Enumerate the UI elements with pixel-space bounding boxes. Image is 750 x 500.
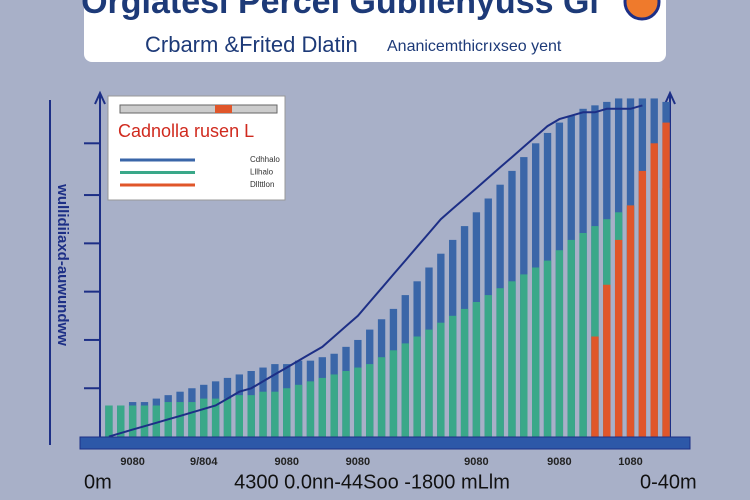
bar (128, 405, 137, 440)
bar (117, 405, 125, 440)
bar (211, 398, 220, 440)
x-left-label: 0m (84, 471, 112, 493)
bar (389, 350, 398, 440)
x-axis-label: 4300 0.0nn-44Soo -1800 mLlm (234, 471, 510, 493)
bar (662, 122, 670, 440)
bar (354, 367, 362, 440)
bar (496, 288, 504, 440)
trend-line (108, 104, 643, 438)
bar (318, 377, 326, 440)
y-axis-arrow (94, 90, 106, 105)
legend-label: Dllttlon (250, 180, 274, 189)
bar (259, 391, 267, 440)
bar (437, 322, 445, 440)
bar (626, 205, 635, 440)
header-icon (623, 0, 661, 21)
bar (591, 226, 599, 440)
bar (306, 381, 315, 440)
bar (567, 239, 575, 440)
bar (342, 371, 350, 440)
bar (413, 336, 421, 440)
bar (176, 402, 184, 440)
bar (247, 395, 255, 440)
x-tick-label: 1080 (618, 456, 642, 468)
legend-label: Lllhalo (250, 168, 274, 177)
bar (294, 384, 303, 440)
bar (449, 315, 457, 440)
bar (484, 295, 492, 440)
x-tick-label: 9080 (464, 456, 488, 468)
chart-title: Orgiatesi Perceı Gubilenyuss Gi (81, 0, 599, 21)
bar (614, 239, 623, 440)
bar (223, 398, 232, 440)
bar (200, 398, 208, 440)
header-box (84, 0, 666, 62)
x-axis (79, 436, 691, 450)
bar (330, 374, 338, 440)
bar (638, 170, 647, 440)
bar (283, 388, 291, 440)
legend-label: Cdhhalo (250, 155, 280, 164)
legend-header (119, 104, 278, 114)
chart-subtitle: Crbarm &Frited Dlatin (145, 32, 358, 57)
bar (140, 405, 149, 440)
bar (105, 405, 113, 440)
bar (425, 329, 433, 440)
bar (543, 260, 552, 440)
bar (401, 343, 409, 440)
bar (579, 233, 587, 440)
bar (271, 391, 279, 440)
bar (377, 357, 386, 440)
legend: Cadnolla rusen L Cdhhalo Lllhalo Dllttlon (107, 95, 286, 201)
bar (472, 302, 481, 440)
bar (235, 395, 243, 440)
x-tick-label: 9080 (547, 456, 571, 468)
bar (603, 284, 611, 440)
x-tick-label: 9080 (274, 456, 298, 468)
x-tick-label: 9080 (120, 456, 144, 468)
x-tick-label: 9080 (346, 456, 370, 468)
bar (508, 281, 516, 440)
x-right-label: 0-40m (640, 471, 697, 493)
bar (460, 308, 469, 440)
bar (591, 336, 599, 440)
right-axis-arrow (664, 90, 676, 105)
x-tick-label: 9/804 (190, 456, 218, 468)
bar (555, 250, 564, 440)
bar (164, 402, 172, 440)
bar (520, 274, 528, 440)
legend-title: Cadnolla rusen L (118, 121, 254, 141)
bar (532, 267, 540, 440)
bar (188, 402, 196, 440)
bar (366, 364, 374, 440)
annotation: Ananicemthicrıxseo yent (387, 38, 562, 55)
bar (650, 143, 658, 441)
y-axis-label: wullidiiaxd-auwundww (54, 183, 71, 346)
legend-header-accent (215, 105, 232, 113)
